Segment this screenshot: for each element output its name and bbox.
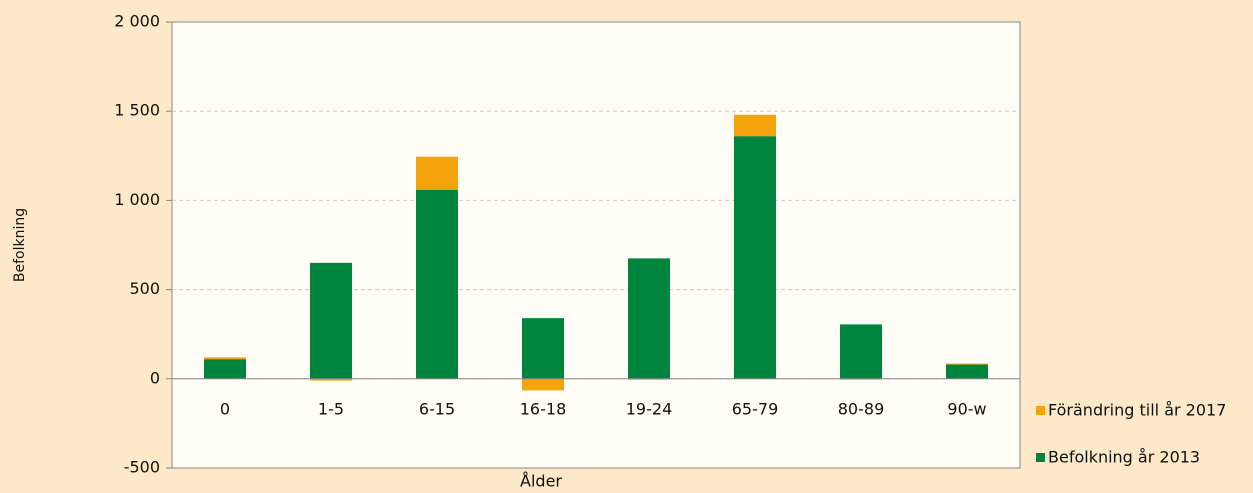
legend-swatch [1036, 453, 1045, 462]
x-tick-label: 0 [220, 399, 230, 418]
x-tick-label: 6-15 [419, 399, 455, 418]
y-axis-title: Befolkning [12, 208, 28, 282]
bar [310, 378, 352, 381]
legend-label: Befolkning år 2013 [1048, 448, 1200, 467]
legend-label: Förändring till år 2017 [1048, 401, 1226, 420]
x-tick-label: 19-24 [626, 399, 673, 418]
y-tick-label: 2 000 [114, 12, 160, 31]
bar [628, 258, 670, 379]
bar [840, 324, 882, 379]
plot-area [171, 21, 1021, 469]
bar [734, 114, 776, 137]
bar [946, 363, 988, 365]
x-tick-label: 16-18 [520, 399, 567, 418]
bar [416, 189, 458, 379]
bar [310, 262, 352, 379]
x-tick-label: 65-79 [732, 399, 779, 418]
x-tick-label: 90-w [947, 399, 986, 418]
bar [416, 156, 458, 190]
x-tick-label: 1-5 [318, 399, 344, 418]
bar [522, 378, 564, 391]
x-axis-title: Ålder [520, 472, 562, 491]
y-tick-label: 500 [129, 279, 160, 298]
y-tick-label: 1 000 [114, 190, 160, 209]
legend-swatch [1036, 406, 1045, 415]
bar [204, 357, 246, 360]
bar [946, 364, 988, 379]
y-tick-label: 1 500 [114, 101, 160, 120]
bar [522, 318, 564, 379]
x-tick-label: 80-89 [838, 399, 885, 418]
y-tick-label: 0 [150, 368, 160, 387]
bar [734, 136, 776, 379]
y-tick-label: -500 [124, 458, 160, 477]
bar [204, 359, 246, 379]
